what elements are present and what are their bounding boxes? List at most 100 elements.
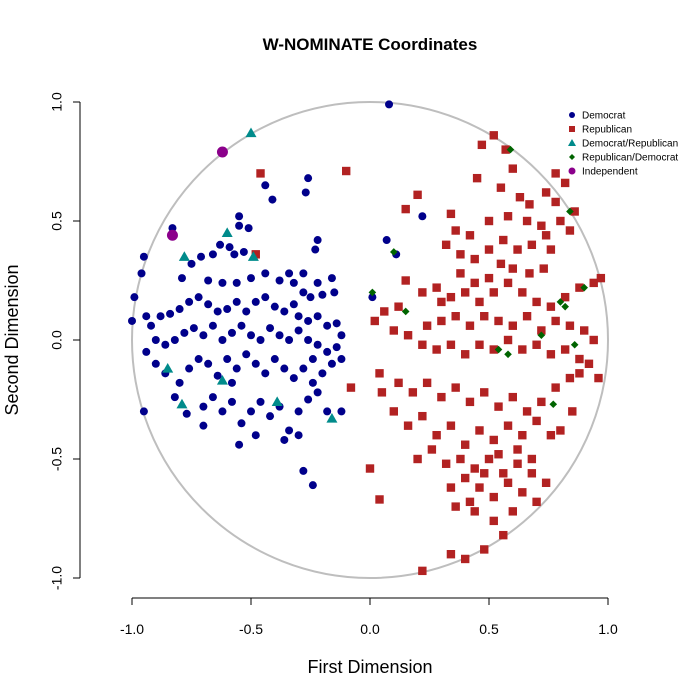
point-republican-47 [560, 292, 570, 302]
point-republican-83 [503, 335, 513, 345]
point-republican-74 [565, 321, 575, 330]
point-republican-66 [451, 312, 460, 321]
point-democrat-20 [247, 274, 255, 283]
point-republican-103 [537, 397, 546, 407]
point-republican-98 [465, 397, 475, 407]
point-republican-127 [456, 454, 465, 464]
point-democrat-39 [137, 269, 146, 278]
point-democrat-97 [251, 359, 260, 368]
point-republican-50 [596, 273, 606, 283]
point-independent-0 [216, 146, 228, 158]
point-democrat-75 [247, 331, 255, 340]
point-democrat-21 [261, 269, 270, 278]
point-republican-democrat-0 [506, 145, 515, 154]
point-republican-27 [499, 235, 508, 245]
legend-marker-democrat [569, 112, 575, 118]
point-democrat-54 [251, 297, 260, 306]
point-democrat-92 [204, 359, 213, 368]
point-republican-114 [475, 426, 484, 435]
point-republican-115 [489, 435, 498, 445]
point-democrat-98 [261, 369, 270, 378]
point-republican-123 [375, 495, 384, 504]
point-republican-democrat-11 [504, 350, 512, 359]
point-republican-121 [568, 407, 577, 416]
point-republican-92 [377, 388, 387, 397]
point-republican-24 [456, 250, 465, 259]
point-republican-142 [470, 507, 479, 516]
point-democrat-127 [280, 435, 289, 444]
point-republican-18 [522, 216, 532, 226]
point-republican-132 [527, 469, 537, 478]
point-republican-129 [484, 454, 494, 464]
legend-marker-independent [568, 167, 576, 175]
x-axis-label: First Dimension [307, 657, 432, 677]
point-republican-0 [256, 169, 265, 178]
point-republican-9 [525, 200, 534, 209]
point-republican-135 [461, 473, 470, 483]
point-republican-41 [475, 297, 484, 307]
point-republican-122 [365, 464, 375, 473]
point-democrat-86 [142, 347, 151, 356]
point-republican-38 [432, 283, 441, 292]
legend-marker-republican [569, 126, 575, 132]
point-republican-67 [465, 321, 475, 330]
data-points [128, 100, 606, 576]
point-democrat-55 [261, 293, 270, 302]
y-axis-label: Second Dimension [2, 264, 22, 415]
point-democrat-15 [187, 259, 196, 268]
point-democrat-56 [270, 302, 279, 311]
point-republican-33 [446, 209, 456, 219]
point-democrat-29 [327, 274, 336, 283]
point-democrat-18 [218, 278, 227, 287]
point-republican-91 [346, 383, 356, 392]
point-republican-46 [546, 302, 556, 311]
point-republican-71 [522, 312, 532, 321]
chart-title: W-NOMINATE Coordinates [263, 35, 478, 54]
point-republican-146 [480, 545, 489, 554]
point-republican-48 [575, 283, 584, 292]
point-democrat-95 [232, 364, 241, 373]
point-republican-69 [494, 316, 503, 326]
point-democrat-3 [304, 174, 313, 183]
point-democrat-44 [156, 312, 165, 321]
point-republican-30 [541, 231, 551, 240]
point-republican-28 [513, 245, 522, 254]
point-republican-65 [437, 316, 446, 326]
point-republican-15 [556, 216, 565, 226]
point-republican-2 [489, 131, 498, 140]
point-democrat-10 [230, 250, 239, 259]
point-republican-4 [477, 140, 487, 150]
point-democrat-128 [294, 431, 303, 440]
point-republican-democrat-4 [401, 307, 410, 316]
point-republican-26 [484, 245, 494, 254]
point-democrat-67 [170, 336, 179, 344]
point-republican-73 [551, 316, 560, 326]
point-democrat-113 [237, 419, 246, 428]
point-republican-39 [446, 292, 456, 302]
point-democrat-114 [247, 407, 255, 416]
point-democrat-23 [285, 269, 294, 278]
point-republican-40 [461, 288, 470, 297]
point-democrat-125 [235, 440, 244, 449]
point-republican-61 [370, 316, 379, 326]
point-democrat-65 [151, 336, 160, 344]
point-democrat-42 [142, 312, 151, 321]
point-democrat-123 [337, 407, 346, 416]
point-democrat-87 [151, 359, 160, 368]
point-republican-57 [456, 269, 465, 278]
point-republican-43 [503, 278, 513, 288]
point-republican-44 [518, 288, 527, 297]
point-democrat-99 [270, 355, 279, 364]
point-democrat-50 [213, 307, 222, 316]
point-democrat-101 [289, 374, 298, 383]
point-republican-34 [401, 204, 410, 214]
point-republican-55 [484, 273, 494, 283]
point-republican-87 [560, 345, 570, 354]
point-democrat-118 [285, 426, 294, 435]
point-republican-19 [503, 212, 513, 221]
point-democrat-republican-7 [271, 396, 283, 407]
point-republican-17 [537, 221, 546, 230]
point-democrat-53 [242, 307, 251, 316]
point-democrat-46 [175, 305, 184, 314]
